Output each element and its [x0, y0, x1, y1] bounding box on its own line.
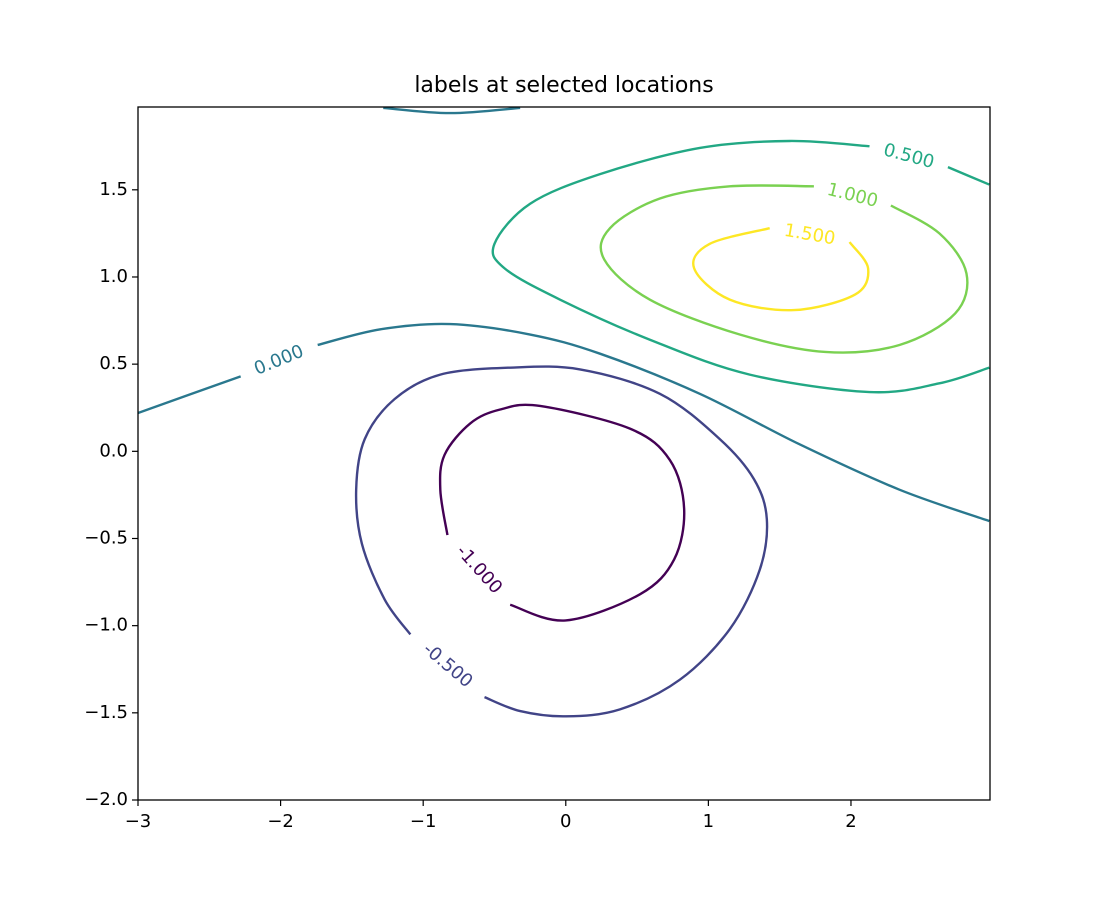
y-tick-label: 0.5	[99, 353, 128, 374]
y-tick-label: 1.0	[99, 266, 128, 287]
contour-line	[438, 403, 686, 622]
x-tick-label: 0	[560, 811, 571, 832]
x-tick-label: 1	[703, 811, 714, 832]
x-tick-label: −3	[125, 811, 152, 832]
contour-line	[354, 365, 769, 718]
contour-label: -1.000	[452, 541, 506, 598]
contour-label: 1.000	[825, 179, 880, 212]
contour-line	[491, 139, 990, 394]
contour-line	[599, 184, 969, 354]
plot-frame	[137, 106, 991, 801]
x-tick-label: −2	[267, 811, 294, 832]
y-tick-label: −1.0	[84, 615, 128, 636]
y-tick-label: 1.5	[99, 179, 128, 200]
contour-label: -0.500	[419, 639, 477, 693]
chart-title: labels at selected locations	[414, 73, 713, 98]
y-tick-label: −0.5	[84, 527, 128, 548]
y-tick-label: 0.0	[99, 440, 128, 461]
contour-label: 0.500	[881, 139, 936, 173]
y-tick-label: −2.0	[84, 789, 128, 810]
contour-label: 1.500	[783, 220, 837, 250]
y-tick-label: −1.5	[84, 702, 128, 723]
x-tick-label: −1	[410, 811, 437, 832]
contour-label: 0.000	[251, 341, 307, 380]
contour-line	[692, 227, 870, 312]
x-tick-label: 2	[845, 811, 856, 832]
contour-line	[138, 107, 990, 523]
